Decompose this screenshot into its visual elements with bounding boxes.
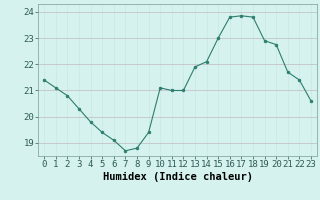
- X-axis label: Humidex (Indice chaleur): Humidex (Indice chaleur): [103, 172, 252, 182]
